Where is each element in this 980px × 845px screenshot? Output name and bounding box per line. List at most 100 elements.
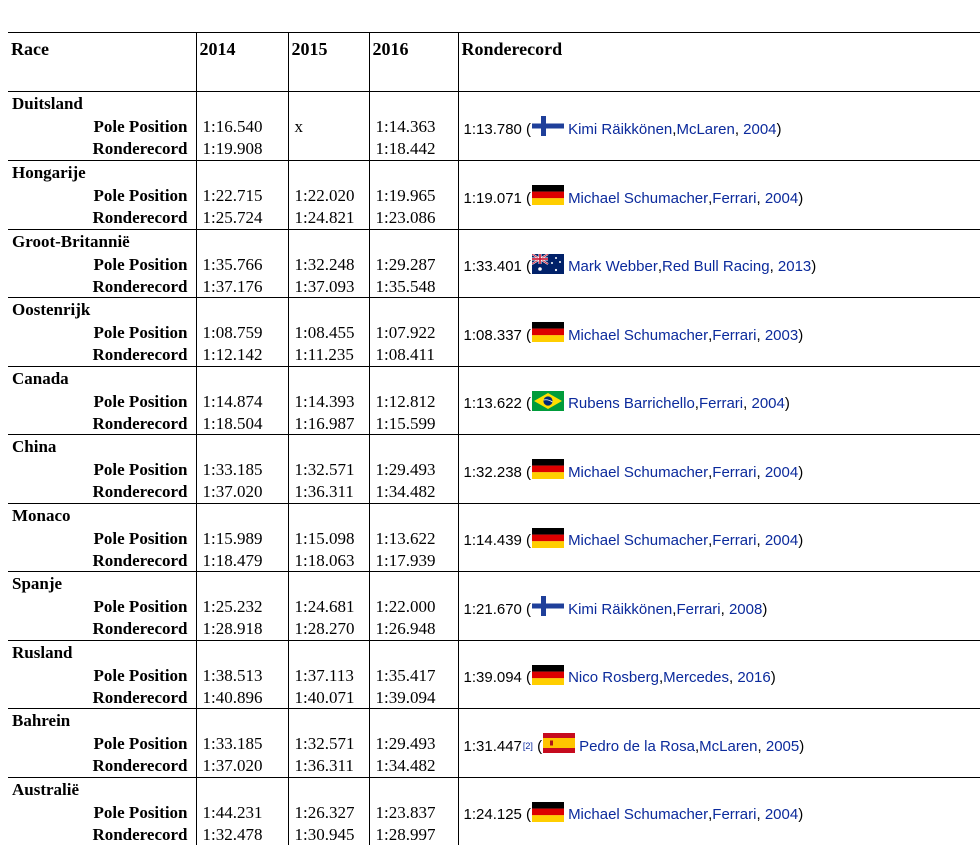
team-link[interactable]: Ferrari	[712, 463, 757, 481]
ronderecord-label: Ronderecord	[92, 208, 188, 227]
race-cell: Groot-Britannië Pole Position Ronderecor…	[8, 228, 196, 298]
table-row: Groot-Britannië Pole Position Ronderecor…	[8, 228, 980, 298]
team-link[interactable]: Red Bull Racing	[662, 258, 770, 275]
year-link[interactable]: 2004	[751, 395, 785, 412]
close-paren: )	[798, 806, 804, 823]
table-row: Monaco Pole Position Ronderecord 1:15.98…	[8, 502, 980, 572]
year-link[interactable]: 2004	[764, 806, 799, 823]
cell-2015: 1:32.571 1:36.311	[287, 434, 369, 503]
cell-2014: 1:25.232 1:28.918	[195, 571, 288, 640]
race-cell: Spanje Pole Position Ronderecord	[8, 571, 196, 640]
driver-link[interactable]: Michael Schumacher	[568, 189, 709, 207]
germany-flag-icon[interactable]	[532, 459, 565, 479]
open-paren: (	[521, 806, 532, 823]
ronderecord-label: Ronderecord	[92, 276, 188, 296]
table-row: China Pole Position Ronderecord 1:33.185…	[8, 434, 980, 503]
record-line: 1:39.094 (Nico Rosberg, Mercedes, 2016)	[464, 664, 776, 688]
driver-link[interactable]: Michael Schumacher	[568, 326, 709, 344]
year-link[interactable]: 2004	[764, 463, 799, 481]
race-name: China	[12, 437, 57, 456]
team-link[interactable]: Ferrari	[712, 532, 757, 549]
ronderecord-label: Ronderecord	[92, 687, 188, 707]
record-line: 1:14.439 (Michael Schumacher, Ferrari, 2…	[464, 527, 803, 551]
australia-flag-icon[interactable]	[532, 253, 565, 274]
cell-2014: 1:33.185 1:37.020	[195, 708, 288, 777]
team-link[interactable]: Ferrari	[676, 600, 721, 618]
race-cell: Hongarije Pole Position Ronderecord	[8, 160, 196, 229]
germany-flag-icon[interactable]	[532, 185, 565, 205]
lap-time-2015: 1:18.063	[294, 550, 355, 570]
pole-position-label: Pole Position	[93, 186, 188, 205]
team-link[interactable]: Mercedes	[663, 669, 729, 686]
year-link[interactable]: 2016	[737, 669, 771, 686]
germany-flag-icon[interactable]	[532, 527, 565, 548]
year-link[interactable]: 2004	[764, 189, 799, 207]
finland-flag-icon[interactable]	[532, 116, 565, 136]
open-paren: (	[521, 395, 532, 412]
driver-link[interactable]: Michael Schumacher	[568, 806, 709, 823]
pole-time-2014: 1:33.185	[202, 460, 263, 479]
germany-flag-icon[interactable]	[532, 322, 565, 342]
race-name: Canada	[12, 368, 69, 388]
cell-2016: 1:29.287 1:35.548	[368, 228, 458, 298]
driver-link[interactable]: Kimi Räikkönen	[568, 120, 673, 138]
finland-flag-icon[interactable]	[532, 596, 565, 616]
lap-time-2015: 1:36.311	[294, 756, 354, 775]
cell-2014: 1:44.231 1:32.478	[195, 776, 288, 845]
driver-link[interactable]: Mark Webber	[568, 258, 658, 275]
year-link[interactable]: 2004	[764, 532, 799, 549]
record-cell: 1:08.337 (Michael Schumacher, Ferrari, 20…	[457, 297, 980, 366]
driver-link[interactable]: Nico Rosberg	[568, 669, 659, 686]
driver-link[interactable]: Kimi Räikkönen	[568, 600, 673, 618]
pole-time-2015: 1:24.681	[294, 597, 355, 616]
team-link[interactable]: McLaren	[699, 737, 758, 755]
team-link[interactable]: Ferrari	[712, 326, 757, 344]
cell-2014: 1:33.185 1:37.020	[195, 434, 288, 503]
pole-time-2016: 1:07.922	[375, 323, 436, 342]
lap-time-2016: 1:15.599	[375, 413, 436, 433]
record-cell: 1:13.780 (Kimi Räikkönen, McLaren, 2004)	[457, 91, 980, 161]
year-link[interactable]: 2003	[764, 326, 799, 344]
record-time: 1:13.780	[463, 120, 522, 138]
year-link[interactable]: 2013	[777, 258, 812, 275]
record-line: 1:08.337 (Michael Schumacher, Ferrari, 20…	[464, 322, 803, 345]
pole-time-2014: 1:38.513	[202, 665, 263, 685]
germany-flag-icon[interactable]	[532, 801, 565, 822]
year-link[interactable]: 2005	[765, 737, 800, 755]
lap-time-2015: 1:28.270	[294, 619, 355, 638]
driver-link[interactable]: Michael Schumacher	[568, 463, 709, 481]
comma: ,	[694, 395, 699, 412]
comma-2: ,	[743, 395, 752, 412]
pole-time-2015: 1:14.393	[294, 391, 355, 411]
germany-flag-icon[interactable]	[532, 664, 565, 685]
team-link[interactable]: Ferrari	[712, 806, 757, 823]
driver-link[interactable]: Pedro de la Rosa	[579, 737, 695, 755]
team-link[interactable]: Ferrari	[712, 189, 757, 207]
year-link[interactable]: 2008	[728, 600, 763, 618]
ronderecord-label: Ronderecord	[92, 619, 188, 638]
footnote-link[interactable]: [2]	[522, 741, 533, 751]
lap-time-2015: 1:36.311	[294, 482, 354, 501]
cell-2015: 1:14.393 1:16.987	[287, 365, 369, 435]
team-link[interactable]: Ferrari	[698, 395, 744, 412]
open-paren: (	[532, 737, 543, 755]
lap-time-2016: 1:34.482	[375, 756, 436, 775]
cell-2014: 1:16.540 1:19.908	[195, 91, 288, 161]
driver-link[interactable]: Michael Schumacher	[568, 532, 709, 549]
pole-position-label: Pole Position	[93, 391, 188, 411]
pole-time-2014: 1:15.989	[202, 528, 263, 548]
spain-flag-icon[interactable]	[543, 733, 576, 753]
cell-2014: 1:15.989 1:18.479	[195, 502, 288, 572]
driver-link[interactable]: Rubens Barrichello	[568, 395, 695, 412]
race-cell: Duitsland Pole Position Ronderecord	[8, 91, 196, 161]
pole-time-2016: 1:35.417	[375, 665, 436, 685]
race-name: Rusland	[12, 642, 73, 662]
cell-2016: 1:07.922 1:08.411	[368, 297, 458, 366]
open-paren: (	[521, 326, 532, 344]
race-name: Bahrein	[12, 711, 71, 730]
lap-time-2014: 1:37.020	[202, 482, 263, 501]
team-link[interactable]: McLaren	[676, 120, 735, 138]
brazil-flag-icon[interactable]	[532, 390, 565, 411]
year-link[interactable]: 2004	[743, 120, 777, 138]
cell-2016: 1:29.493 1:34.482	[368, 708, 458, 777]
